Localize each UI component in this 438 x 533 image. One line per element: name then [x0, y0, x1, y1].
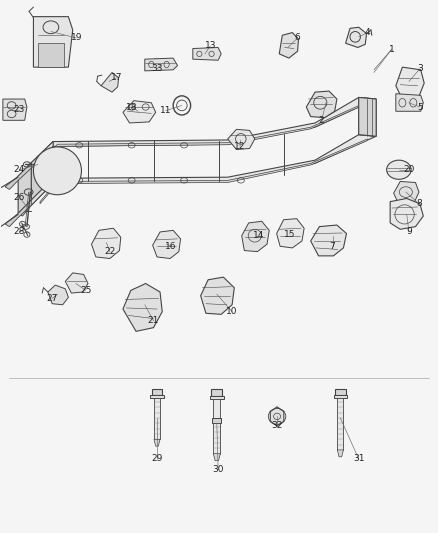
- Text: 10: 10: [226, 307, 238, 316]
- Polygon shape: [5, 163, 31, 189]
- Polygon shape: [38, 43, 64, 67]
- Polygon shape: [48, 285, 68, 305]
- Polygon shape: [279, 33, 298, 58]
- Text: 24: 24: [14, 165, 25, 174]
- Text: 6: 6: [295, 34, 300, 43]
- Polygon shape: [396, 94, 424, 111]
- Polygon shape: [210, 395, 224, 399]
- Text: 30: 30: [212, 465, 224, 474]
- Polygon shape: [334, 395, 347, 398]
- Polygon shape: [193, 47, 221, 60]
- Text: 1: 1: [389, 45, 394, 54]
- Polygon shape: [152, 230, 180, 259]
- Text: 18: 18: [126, 102, 138, 111]
- Ellipse shape: [387, 160, 411, 179]
- Text: 32: 32: [272, 422, 283, 431]
- Text: 9: 9: [406, 228, 412, 237]
- Polygon shape: [5, 200, 31, 227]
- Text: 2: 2: [319, 116, 325, 125]
- Text: 27: 27: [46, 294, 58, 303]
- Text: 14: 14: [253, 231, 264, 240]
- Polygon shape: [152, 389, 162, 395]
- Polygon shape: [65, 273, 88, 293]
- Polygon shape: [346, 27, 367, 47]
- Ellipse shape: [33, 147, 81, 195]
- Polygon shape: [211, 389, 223, 395]
- Text: 7: 7: [330, 242, 336, 251]
- Polygon shape: [40, 139, 367, 204]
- Polygon shape: [337, 398, 343, 450]
- Polygon shape: [3, 99, 27, 120]
- Polygon shape: [31, 98, 376, 168]
- Polygon shape: [123, 101, 155, 123]
- Polygon shape: [33, 17, 73, 67]
- Text: 11: 11: [160, 106, 172, 115]
- Polygon shape: [337, 450, 343, 457]
- Polygon shape: [145, 58, 177, 71]
- Text: 29: 29: [151, 455, 162, 463]
- Polygon shape: [213, 454, 220, 461]
- Text: 5: 5: [417, 102, 423, 111]
- Polygon shape: [201, 277, 234, 314]
- Text: 15: 15: [284, 230, 296, 239]
- Text: 21: 21: [148, 316, 159, 325]
- Polygon shape: [150, 395, 163, 398]
- Polygon shape: [40, 102, 367, 166]
- Text: 26: 26: [14, 193, 25, 202]
- Text: 8: 8: [416, 199, 422, 208]
- Polygon shape: [277, 219, 304, 248]
- Text: 33: 33: [151, 64, 163, 73]
- Polygon shape: [396, 67, 424, 98]
- Text: 23: 23: [14, 105, 25, 114]
- Text: 17: 17: [111, 73, 122, 82]
- Polygon shape: [228, 130, 255, 150]
- Text: 16: 16: [165, 242, 177, 251]
- Polygon shape: [101, 72, 119, 92]
- Polygon shape: [123, 284, 162, 332]
- Polygon shape: [335, 389, 346, 395]
- Polygon shape: [212, 418, 221, 423]
- Polygon shape: [18, 163, 31, 213]
- Polygon shape: [92, 228, 121, 259]
- Polygon shape: [390, 198, 424, 229]
- Text: 19: 19: [71, 34, 82, 43]
- Polygon shape: [311, 225, 346, 256]
- Polygon shape: [394, 181, 419, 203]
- Polygon shape: [270, 407, 284, 426]
- Text: 3: 3: [417, 64, 423, 73]
- Polygon shape: [306, 91, 337, 118]
- Polygon shape: [18, 142, 53, 179]
- Text: 12: 12: [234, 142, 246, 151]
- Text: 25: 25: [80, 286, 92, 295]
- Polygon shape: [213, 423, 220, 454]
- Text: 20: 20: [403, 165, 415, 174]
- Polygon shape: [154, 439, 160, 446]
- Polygon shape: [31, 135, 376, 205]
- Text: 28: 28: [14, 228, 25, 237]
- Text: 13: 13: [205, 42, 216, 51]
- Text: 31: 31: [353, 455, 364, 463]
- Polygon shape: [213, 399, 220, 418]
- Polygon shape: [18, 178, 53, 216]
- Text: 22: 22: [104, 247, 116, 256]
- Polygon shape: [154, 398, 160, 439]
- Polygon shape: [242, 221, 269, 252]
- Polygon shape: [359, 98, 376, 136]
- Polygon shape: [31, 142, 53, 200]
- Polygon shape: [359, 98, 376, 136]
- Text: 4: 4: [365, 28, 370, 37]
